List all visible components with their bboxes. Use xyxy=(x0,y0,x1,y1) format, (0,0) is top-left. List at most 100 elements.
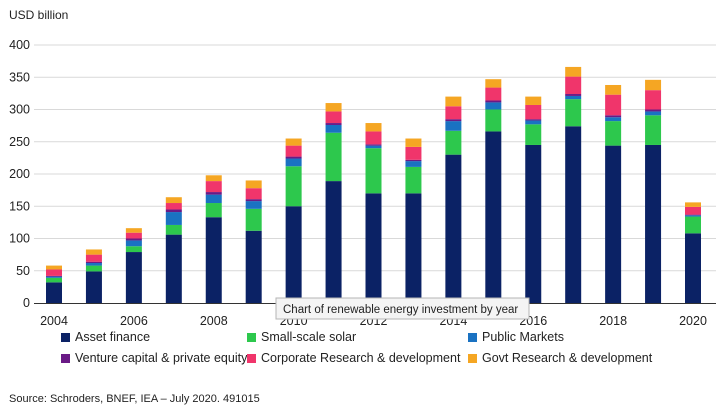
bar-segment xyxy=(485,102,502,110)
bar-segment xyxy=(405,161,422,167)
tooltip-box xyxy=(275,297,530,320)
bar-segment xyxy=(125,240,142,247)
bar-segment xyxy=(485,79,502,88)
source-note: Source: Schroders, BNEF, IEA – July 2020… xyxy=(9,393,260,405)
bar-segment xyxy=(285,166,302,207)
bar-segment xyxy=(205,192,222,195)
bar-segment xyxy=(405,166,422,194)
bar-stack-2015 xyxy=(485,79,502,303)
bar-segment xyxy=(125,232,142,239)
legend-label: Govt Research & development xyxy=(482,351,653,365)
bar-segment xyxy=(245,188,262,200)
legend-swatch xyxy=(247,354,256,363)
bar-segment xyxy=(445,119,462,122)
bar-segment xyxy=(525,96,542,105)
bar-segment xyxy=(205,175,222,182)
bar-segment xyxy=(645,144,662,303)
bar-segment xyxy=(365,144,382,146)
bar-stack-2006 xyxy=(125,228,142,303)
bar-segment xyxy=(685,206,701,215)
bar-segment xyxy=(125,246,142,253)
bar-segment xyxy=(365,123,382,132)
y-tick-label: 0 xyxy=(23,296,30,310)
bar-segment xyxy=(46,269,62,276)
bar-segment xyxy=(365,131,382,145)
bar-segment xyxy=(205,203,222,218)
tooltip-text: Chart of renewable energy investment by … xyxy=(283,304,518,316)
bar-stack-2016 xyxy=(525,96,542,303)
bar-segment xyxy=(46,275,62,277)
bar-segment xyxy=(325,124,342,133)
bar-stack-2005 xyxy=(85,249,102,303)
bar-segment xyxy=(485,87,502,101)
bar-segment xyxy=(405,146,422,160)
bar-segment xyxy=(485,131,502,303)
legend-label: Small-scale solar xyxy=(261,330,356,344)
bar-segment xyxy=(325,132,342,182)
bar-segment xyxy=(245,180,262,189)
bar-segment xyxy=(445,96,462,107)
bar-segment xyxy=(245,208,262,231)
bar-segment xyxy=(685,233,701,303)
bar-segment xyxy=(565,76,582,95)
y-tick-label: 400 xyxy=(9,38,30,52)
bar-segment xyxy=(46,265,62,270)
legend-item: Small-scale solar xyxy=(247,330,356,344)
x-tick-labels: 2004 2006 2008 2010 2012 2014 2016 2018 2020 xyxy=(40,314,707,328)
y-tick-label: 100 xyxy=(9,232,30,246)
legend-swatch xyxy=(61,333,70,342)
bar-segment xyxy=(46,282,62,303)
bar-segment xyxy=(125,252,142,303)
legend-item: Asset finance xyxy=(61,330,150,344)
bar-stack-2012 xyxy=(365,123,382,303)
bar-segment xyxy=(525,119,542,121)
bar-segment xyxy=(485,109,502,132)
bar-segment xyxy=(325,111,342,124)
bar-segment xyxy=(525,144,542,303)
bar-stack-2008 xyxy=(205,175,222,303)
bar-segment xyxy=(525,124,542,145)
bar-segment xyxy=(245,201,262,209)
y-tick-label: 350 xyxy=(9,70,30,84)
bar-stack-2017 xyxy=(565,66,582,304)
bar-segment xyxy=(405,159,422,162)
bar-segment xyxy=(285,145,302,157)
bar-segment xyxy=(605,121,622,146)
bar-segment xyxy=(205,217,222,303)
bar-segment xyxy=(165,224,182,235)
bar-segment xyxy=(565,66,582,77)
bar-segment xyxy=(645,115,662,145)
legend-label: Venture capital & private equity xyxy=(75,351,248,365)
bar-segment xyxy=(405,138,422,147)
bar-segment xyxy=(405,193,422,303)
bar-segment xyxy=(85,249,102,255)
bar-segment xyxy=(205,181,222,193)
x-tick-label: 2004 xyxy=(40,314,68,328)
bar-segment xyxy=(605,94,622,116)
bar-segment xyxy=(85,265,102,272)
bar-segment xyxy=(565,99,582,127)
bar-stack-2009 xyxy=(245,180,262,303)
legend-label: Corporate Research & development xyxy=(261,351,461,365)
bar-segment xyxy=(605,145,622,303)
bar-segment xyxy=(645,79,662,91)
legend-item: Venture capital & private equity xyxy=(61,351,248,365)
bar-segment xyxy=(445,154,462,303)
bar-segment xyxy=(565,94,582,96)
bar-segment xyxy=(685,214,701,216)
legend-swatch xyxy=(468,333,477,342)
bar-segment xyxy=(85,271,102,303)
bar-segment xyxy=(525,120,542,125)
bar-segment xyxy=(485,100,502,103)
bar-segment xyxy=(645,90,662,110)
bar-segment xyxy=(565,126,582,304)
bar-stack-2007 xyxy=(165,197,182,303)
bar-segment xyxy=(205,194,222,204)
bar-segment xyxy=(525,104,542,120)
x-tick-label: 2006 xyxy=(120,314,148,328)
legend-swatch xyxy=(247,333,256,342)
bar-segment xyxy=(325,123,342,125)
bar-stack-2011 xyxy=(325,103,342,303)
legend-label: Public Markets xyxy=(482,330,564,344)
bar-stack-2018 xyxy=(605,84,622,303)
